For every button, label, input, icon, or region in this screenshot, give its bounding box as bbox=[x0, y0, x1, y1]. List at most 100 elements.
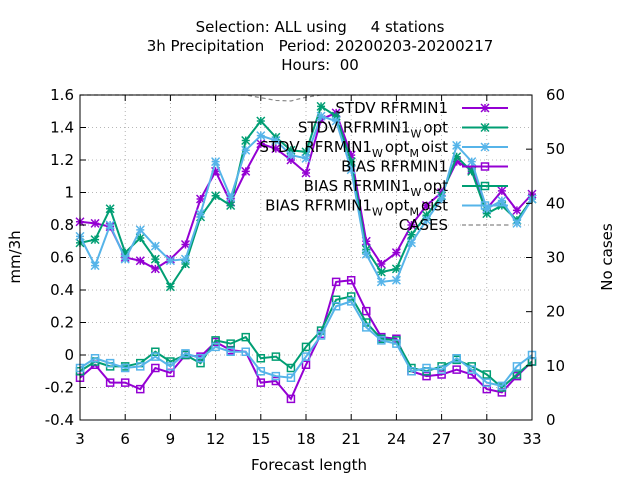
y-tick-label: 0 bbox=[64, 346, 74, 364]
data-point bbox=[241, 347, 250, 356]
data-point bbox=[150, 254, 160, 264]
data-point bbox=[151, 352, 160, 361]
y-tick-label: 0.8 bbox=[50, 216, 74, 234]
data-point bbox=[241, 145, 251, 155]
data-point bbox=[346, 292, 356, 301]
data-point bbox=[452, 365, 461, 374]
axis-ticks: 3 6 9 12 15 18 21 24 27 30 33 -0.4 -0.2 0 0.2 0.4 0.6 0.8… bbox=[45, 86, 565, 448]
data-point bbox=[256, 116, 266, 126]
x-tick-label: 18 bbox=[296, 430, 315, 448]
data-point bbox=[376, 277, 386, 287]
legend-swatch-marker bbox=[480, 201, 490, 210]
data-point bbox=[512, 218, 522, 228]
legend-label-main: STDV RFRMIN1 bbox=[298, 119, 411, 137]
data-point bbox=[165, 282, 175, 292]
data-point bbox=[437, 365, 446, 374]
data-point bbox=[301, 360, 311, 369]
legend-label-part: W bbox=[411, 186, 422, 199]
data-point bbox=[346, 165, 356, 175]
data-point bbox=[422, 371, 431, 381]
data-point bbox=[271, 371, 281, 381]
y-tick-label: 1.6 bbox=[50, 86, 74, 104]
data-point bbox=[301, 168, 311, 178]
legend-label: STDV RFRMIN1W optM oist bbox=[259, 138, 448, 160]
data-point bbox=[120, 363, 130, 373]
data-point bbox=[331, 116, 341, 126]
data-point bbox=[301, 153, 311, 163]
data-point bbox=[196, 358, 205, 368]
y-tick-label: -0.4 bbox=[45, 411, 74, 429]
data-point bbox=[482, 370, 492, 379]
y2-axis-label: No cases bbox=[598, 223, 616, 291]
chart-title-line-1: Selection: ALL using 4 stations bbox=[196, 18, 445, 36]
data-point bbox=[376, 267, 386, 277]
legend-label-main: BIAS RFRMIN1 bbox=[265, 197, 372, 215]
data-point bbox=[256, 139, 266, 149]
series-line bbox=[79, 300, 533, 387]
y-tick-label: 1.4 bbox=[50, 119, 74, 137]
data-point bbox=[452, 354, 461, 363]
data-point bbox=[181, 349, 190, 358]
legend-swatch-marker bbox=[480, 142, 490, 152]
y2-tick-label: 40 bbox=[546, 194, 565, 212]
legend-label-part: W bbox=[372, 206, 383, 219]
legend-label-part: opt bbox=[423, 177, 448, 195]
legend-label: BIAS RFRMIN1 bbox=[341, 158, 448, 176]
data-point bbox=[166, 357, 175, 366]
data-point bbox=[331, 277, 341, 287]
legend-entry: STDV RFRMIN1W opt bbox=[298, 119, 508, 141]
data-point bbox=[271, 135, 281, 146]
series-line bbox=[79, 295, 533, 389]
legend-entry: BIAS RFRMIN1W optM oist bbox=[265, 197, 508, 219]
data-point bbox=[226, 192, 236, 202]
data-point bbox=[392, 339, 401, 348]
x-tick-label: 3 bbox=[75, 430, 85, 448]
chart-title-line-2: 3h Precipitation Period: 20200203-202002… bbox=[147, 37, 494, 55]
legend-label-main: BIAS RFRMIN1 bbox=[341, 158, 448, 176]
data-point bbox=[407, 367, 416, 376]
data-point bbox=[286, 363, 296, 373]
y-tick-label: -0.2 bbox=[45, 379, 74, 397]
data-point bbox=[226, 347, 235, 356]
data-point bbox=[90, 261, 100, 271]
legend-label: STDV RFRMIN1W opt bbox=[298, 119, 448, 141]
data-point bbox=[150, 264, 160, 274]
legend-label-part: W bbox=[372, 147, 383, 160]
data-point bbox=[150, 241, 160, 251]
data-point bbox=[286, 150, 296, 160]
data-point bbox=[301, 352, 311, 361]
data-point bbox=[211, 342, 220, 352]
x-axis-label: Forecast length bbox=[251, 456, 367, 474]
legend-entry: BIAS RFRMIN1 bbox=[341, 158, 508, 176]
data-point bbox=[406, 220, 416, 230]
data-point bbox=[241, 166, 251, 176]
data-point bbox=[151, 347, 160, 356]
legend-label-main: STDV RFRMIN1 bbox=[259, 138, 372, 156]
legend-label-main: STDV RFRMIN1 bbox=[335, 99, 448, 117]
y2-tick-label: 0 bbox=[546, 411, 556, 429]
series-line bbox=[79, 279, 533, 401]
data-point bbox=[180, 254, 190, 264]
data-point bbox=[467, 365, 476, 374]
data-point bbox=[90, 218, 100, 228]
legend-label-part: opt bbox=[385, 138, 410, 156]
legend-label: CASES bbox=[399, 216, 448, 234]
data-point bbox=[166, 362, 175, 371]
data-point bbox=[271, 352, 281, 361]
data-point bbox=[467, 157, 477, 167]
x-tick-label: 21 bbox=[342, 430, 361, 448]
x-tick-label: 6 bbox=[120, 430, 130, 448]
legend-swatch-marker bbox=[480, 162, 490, 171]
data-point bbox=[105, 204, 115, 214]
data-point bbox=[105, 378, 115, 387]
data-point bbox=[377, 336, 386, 345]
x-tick-label: 24 bbox=[387, 430, 406, 448]
legend-label: BIAS RFRMIN1W opt bbox=[304, 177, 448, 199]
legend-label: BIAS RFRMIN1W optM oist bbox=[265, 197, 448, 219]
data-point bbox=[286, 394, 296, 404]
legend-label-main: BIAS RFRMIN1 bbox=[304, 177, 411, 195]
y2-tick-label: 20 bbox=[546, 303, 565, 321]
data-point bbox=[316, 101, 326, 111]
data-point bbox=[346, 297, 356, 306]
